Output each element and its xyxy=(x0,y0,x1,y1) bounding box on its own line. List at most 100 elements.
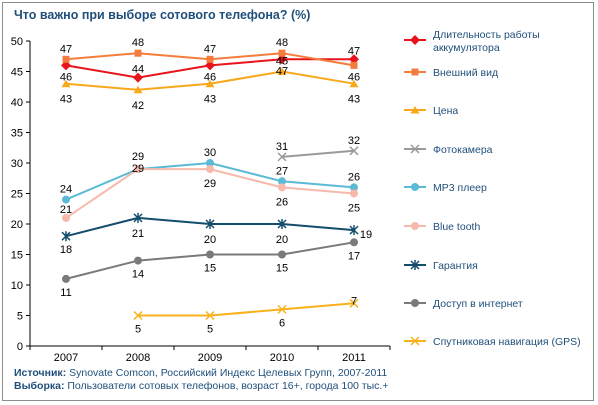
y-tick-label: 50 xyxy=(11,36,23,48)
data-point-marker xyxy=(277,54,287,65)
data-point-marker xyxy=(350,238,358,247)
sample-label: Выборка: xyxy=(14,380,65,392)
data-point-marker xyxy=(62,55,70,63)
data-label: 25 xyxy=(348,203,360,215)
data-point-marker xyxy=(410,106,420,114)
data-label: 32 xyxy=(348,135,360,147)
data-point-marker xyxy=(205,219,215,229)
data-label: 26 xyxy=(276,196,288,208)
series-line xyxy=(65,168,355,219)
data-label: 46 xyxy=(348,71,360,83)
legend-label: Blue tooth xyxy=(433,221,480,233)
data-point-marker xyxy=(205,79,215,88)
data-label: 17 xyxy=(348,250,360,262)
data-label: 24 xyxy=(60,184,72,196)
legend: Длительность работы аккумулятора Внешний в… xyxy=(404,29,581,348)
legend-label: MP3 плеер xyxy=(433,182,487,194)
data-point-marker xyxy=(277,219,287,229)
y-tick-label: 0 xyxy=(17,341,23,353)
data-label: 5 xyxy=(135,324,141,336)
x-tick-label: 2011 xyxy=(342,352,366,364)
legend-label: Внешний вид xyxy=(433,67,498,79)
data-label: 29 xyxy=(204,178,216,190)
data-point-marker xyxy=(278,49,286,57)
data-point-marker xyxy=(133,212,143,223)
data-point-marker xyxy=(278,183,286,192)
data-point-marker xyxy=(278,250,286,259)
series-line xyxy=(281,149,355,158)
data-label: 47 xyxy=(60,43,72,55)
data-point-marker xyxy=(411,183,419,191)
data-label: 45 xyxy=(276,56,288,68)
data-label: 29 xyxy=(132,163,144,175)
data-label: 42 xyxy=(132,100,144,112)
y-tick-label: 10 xyxy=(11,280,23,292)
legend-label: Цена xyxy=(433,105,458,117)
data-point-marker xyxy=(206,250,214,259)
data-labels: 46 44 46 47 47 47 48 47 48 46 43 42 43 45 43 31 32 24 29 30… xyxy=(60,37,372,335)
y-tick-label: 5 xyxy=(17,311,23,323)
data-point-marker xyxy=(410,260,420,270)
data-label: 48 xyxy=(132,37,144,49)
data-label: 30 xyxy=(204,147,216,159)
data-label: 15 xyxy=(276,263,288,275)
data-point-marker xyxy=(350,189,358,198)
legend-label: Гарантия xyxy=(433,260,478,272)
data-point-marker xyxy=(205,310,215,321)
data-label: 5 xyxy=(207,324,213,336)
data-label: 7 xyxy=(351,295,357,307)
data-point-marker xyxy=(206,159,214,167)
data-label: 20 xyxy=(204,234,216,246)
data-label: 48 xyxy=(276,37,288,49)
data-label: 43 xyxy=(348,94,360,106)
data-label: 14 xyxy=(132,269,144,281)
data-label: 26 xyxy=(348,171,360,183)
data-point-marker xyxy=(206,55,214,63)
data-point-marker xyxy=(410,144,420,154)
legend-label: Длительность работы аккумулятора xyxy=(433,29,540,54)
data-point-marker xyxy=(411,222,419,230)
data-point-marker xyxy=(278,177,286,186)
data-point-marker xyxy=(61,79,71,88)
x-tick-label: 2007 xyxy=(54,352,78,364)
data-label: 19 xyxy=(360,229,372,241)
data-point-marker xyxy=(133,72,143,83)
data-point-marker xyxy=(277,67,287,75)
data-label: 11 xyxy=(60,287,71,299)
series-lines xyxy=(61,49,359,321)
data-point-marker xyxy=(61,231,71,242)
data-label: 43 xyxy=(60,94,72,106)
data-label: 47 xyxy=(348,45,360,57)
data-point-marker xyxy=(277,304,287,314)
data-label: 44 xyxy=(132,64,144,76)
y-tick-label: 20 xyxy=(11,219,23,231)
data-label: 31 xyxy=(276,141,288,153)
data-label: 18 xyxy=(60,244,72,256)
data-point-marker xyxy=(349,54,359,65)
data-label: 6 xyxy=(279,317,285,329)
data-point-marker xyxy=(350,61,358,69)
data-point-marker xyxy=(349,298,359,308)
chart-title: Что важно при выборе сотового телефона? … xyxy=(14,8,311,22)
chart-footer: Источник: Synovate Comcon, Российский Ин… xyxy=(14,367,388,393)
data-label: 15 xyxy=(204,263,216,275)
source-label: Источник: xyxy=(14,367,67,379)
data-point-marker xyxy=(133,85,143,94)
data-point-marker xyxy=(62,274,70,283)
data-point-marker xyxy=(349,225,359,236)
data-point-marker xyxy=(411,299,419,307)
data-label: 29 xyxy=(132,151,144,163)
y-tick-label: 15 xyxy=(11,250,23,262)
data-point-marker xyxy=(350,183,358,192)
data-label: 46 xyxy=(204,71,216,83)
data-point-marker xyxy=(61,60,71,71)
y-tick-label: 40 xyxy=(11,97,23,109)
data-point-marker xyxy=(134,256,142,265)
data-label: 20 xyxy=(276,234,288,246)
data-point-marker xyxy=(62,195,70,204)
source-line: Источник: Synovate Comcon, Российский Ин… xyxy=(14,367,388,380)
sample-text: Пользователи сотовых телефонов, возраст … xyxy=(64,380,389,392)
chart-frame xyxy=(2,2,594,401)
